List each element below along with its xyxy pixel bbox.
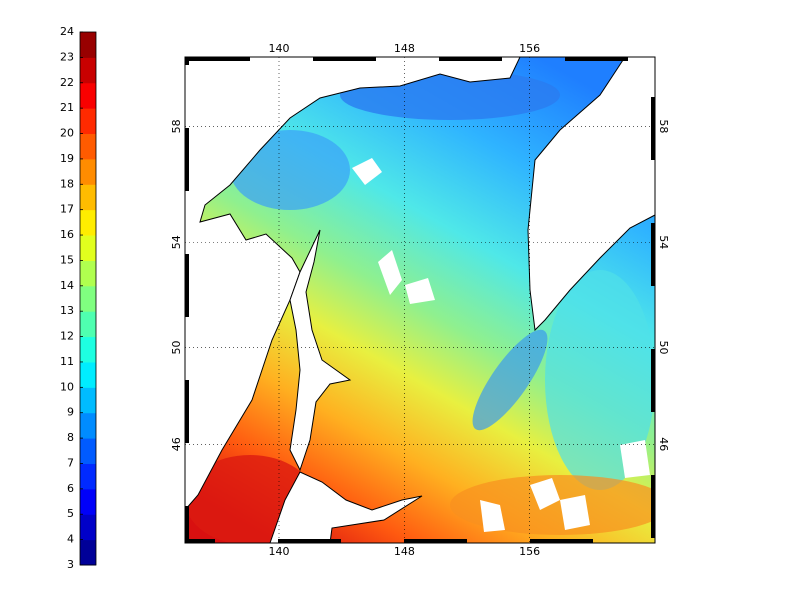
grid (185, 57, 655, 543)
missing-data (378, 250, 402, 295)
colorbar-tick-label: 7 (67, 456, 74, 469)
colorbar-band (80, 311, 96, 338)
colorbar-tick-label: 24 (60, 25, 74, 38)
colorbar-tick-label: 6 (67, 482, 74, 495)
colorbar-band (80, 209, 96, 236)
cool-patch (545, 270, 655, 490)
y-tick-label: 50 (170, 340, 183, 354)
land-hokkaido (269, 471, 423, 543)
colorbar-frame (79, 31, 97, 566)
colorbar-tick-label: 18 (60, 177, 74, 190)
colorbar-band (80, 32, 96, 58)
colorbar-tick-label: 12 (60, 330, 74, 343)
missing-data (560, 495, 590, 530)
colorbar-band (80, 158, 96, 185)
x-tick-label: 156 (519, 42, 540, 55)
y-tick-label: 58 (657, 119, 670, 133)
colorbar-tick-label: 9 (67, 406, 74, 419)
colorbar-band (80, 133, 96, 160)
land-kamchatka (527, 57, 655, 332)
colorbar-band (80, 514, 96, 541)
colorbar-band (80, 412, 96, 439)
colorbar-band (80, 184, 96, 211)
colorbar-band (80, 108, 96, 135)
x-tick-label: 148 (394, 545, 415, 558)
colorbar-tick-label: 19 (60, 152, 74, 165)
y-tick-label: 50 (657, 340, 670, 354)
map-border (185, 57, 655, 543)
colorbar-band (80, 488, 96, 515)
x-tick-label: 148 (394, 42, 415, 55)
colorbar-tick-label: 21 (60, 101, 74, 114)
colorbar-band (80, 336, 96, 363)
colorbar-tick-label: 11 (60, 355, 74, 368)
missing-data (405, 278, 435, 304)
colorbar-band (80, 235, 96, 261)
colorbar-tick-label: 14 (60, 279, 74, 292)
y-tick-label: 46 (657, 437, 670, 451)
colorbar-band (80, 260, 96, 287)
axis-ticks: 140 140 148 148 156 156 46 46 50 50 54 54 58 58 (170, 42, 670, 558)
missing-data (620, 440, 650, 478)
y-tick-label: 54 (170, 235, 183, 249)
colorbar-tick-label: 20 (60, 127, 74, 140)
colorbar-tick-label: 5 (67, 507, 74, 520)
colorbar-band (80, 285, 96, 312)
colorbar-tick-label: 22 (60, 76, 74, 89)
missing-data (352, 158, 382, 185)
cold-patch (472, 329, 548, 431)
colorbar-tick-label: 4 (67, 533, 74, 546)
colorbar-tick-label: 8 (67, 431, 74, 444)
colorbar-band (80, 463, 96, 490)
x-tick-label: 140 (269, 42, 290, 55)
colorbar-tick-label: 10 (60, 380, 74, 393)
missing-data (480, 500, 505, 532)
colorbar-tick-label: 15 (60, 253, 74, 266)
colorbar: 3 4 5 6 7 8 9 10 11 12 13 14 15 16 17 18 19 20 21 22 23 24 (60, 25, 97, 571)
y-tick-label: 58 (170, 119, 183, 133)
colorbar-band (80, 539, 96, 566)
colorbar-band (80, 361, 96, 388)
colorbar-tick-label: 13 (60, 304, 74, 317)
colorbar-band (80, 438, 96, 464)
colorbar-tick-label: 16 (60, 228, 74, 241)
land-sakhalin (289, 229, 352, 472)
land-mainland (185, 57, 521, 511)
colorbar-band (80, 387, 96, 414)
y-tick-label: 54 (657, 235, 670, 249)
colorbar-band (80, 82, 96, 109)
y-tick-label: 46 (170, 437, 183, 451)
x-tick-label: 156 (519, 545, 540, 558)
colorbar-tick-label: 3 (67, 558, 74, 571)
colorbar-tick-label: 17 (60, 203, 74, 216)
map-field (185, 57, 655, 543)
colorbar-band (80, 57, 96, 84)
x-tick-label: 140 (269, 545, 290, 558)
missing-data (530, 478, 560, 510)
colorbar-tick-label: 23 (60, 50, 74, 63)
